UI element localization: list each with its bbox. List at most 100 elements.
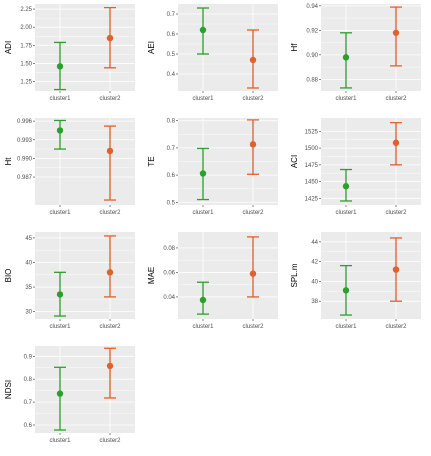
y-tick-label: 0.4 xyxy=(167,72,176,78)
x-tick-label: cluster2 xyxy=(242,210,264,216)
y-tick-label: 30 xyxy=(25,310,32,316)
panel-background xyxy=(321,232,421,319)
mean-point xyxy=(199,170,207,177)
x-tick-label: cluster2 xyxy=(385,324,407,330)
y-axis-label: NDSI xyxy=(4,380,13,399)
y-tick-label: 0.5 xyxy=(167,52,176,58)
mean-point xyxy=(392,139,400,146)
y-axis-label: TE xyxy=(147,156,156,166)
y-axis-label: SPL.m xyxy=(290,263,299,287)
y-tick-label: 1.75 xyxy=(20,43,32,49)
y-tick-label: 0.08 xyxy=(163,246,175,252)
y-axis-label: MAE xyxy=(147,267,156,284)
y-tick-label: 1.50 xyxy=(20,61,32,67)
x-tick-label: cluster2 xyxy=(385,210,407,216)
y-tick-label: 1.25 xyxy=(20,80,32,86)
y-tick-label: 40 xyxy=(311,279,318,285)
y-axis-label: BIO xyxy=(4,269,13,283)
y-axis-label: Ht xyxy=(4,157,13,166)
panel-background xyxy=(35,232,135,319)
chart-panel-6: 1425 1450 1475 1500 1525 cluster1 cluster2 ACI xyxy=(290,118,421,216)
mean-point xyxy=(249,56,257,64)
y-tick-label: 0.90 xyxy=(306,53,318,59)
x-tick-label: cluster2 xyxy=(99,324,121,330)
y-tick-label: 0.987 xyxy=(17,175,33,181)
x-tick-label: cluster1 xyxy=(49,438,71,444)
y-axis-label: Hf xyxy=(290,43,299,52)
mean-point xyxy=(249,141,257,148)
chart-panel-4: 0.987 0.990 0.993 0.996 cluster1 cluster2 Ht xyxy=(4,118,135,216)
mean-point xyxy=(106,34,114,42)
mean-point xyxy=(392,266,400,273)
mean-point xyxy=(106,362,114,370)
y-tick-label: 0.8 xyxy=(24,377,33,383)
y-tick-label: 0.7 xyxy=(167,146,176,152)
y-tick-label: 0.94 xyxy=(306,4,318,10)
y-tick-label: 0.7 xyxy=(167,12,176,18)
x-tick-label: cluster1 xyxy=(192,210,214,216)
mean-point xyxy=(342,287,350,294)
y-tick-label: 0.990 xyxy=(17,156,33,162)
y-tick-label: 1450 xyxy=(305,180,319,186)
chart-panel-7: 30 35 40 45 cluster1 cluster2 BIO xyxy=(4,232,135,330)
y-tick-label: 0.8 xyxy=(167,119,176,125)
y-tick-label: 0.996 xyxy=(17,119,33,125)
mean-point xyxy=(56,390,64,397)
mean-point xyxy=(249,270,257,277)
panel-background xyxy=(35,346,135,433)
chart-panel-5: 0.5 0.6 0.7 0.8 cluster1 cluster2 TE xyxy=(147,118,278,216)
x-tick-label: cluster1 xyxy=(335,210,357,216)
mean-point xyxy=(106,147,114,155)
y-tick-label: 42 xyxy=(311,260,318,266)
y-tick-label: 38 xyxy=(311,299,318,305)
panel-background xyxy=(178,4,278,91)
mean-point xyxy=(392,29,400,36)
x-tick-label: cluster1 xyxy=(192,96,214,102)
x-tick-label: cluster1 xyxy=(49,210,71,216)
y-tick-label: 0.06 xyxy=(163,270,175,276)
chart-panel-1: 1.25 1.50 1.75 2.00 2.25 cluster1 cluster2 ADI xyxy=(4,4,135,102)
y-tick-label: 1525 xyxy=(305,129,319,135)
panel-background xyxy=(321,118,421,205)
mean-point xyxy=(56,127,64,134)
x-tick-label: cluster2 xyxy=(99,96,121,102)
mean-point xyxy=(199,26,207,34)
chart-panel-3: 0.88 0.90 0.92 0.94 cluster1 cluster2 Hf xyxy=(290,4,421,102)
y-tick-label: 2.00 xyxy=(20,25,32,31)
chart-panel-9: 38 40 42 44 cluster1 cluster2 SPL.m xyxy=(290,232,421,330)
y-tick-label: 0.6 xyxy=(24,423,33,429)
x-tick-label: cluster2 xyxy=(99,210,121,216)
x-tick-label: cluster2 xyxy=(385,96,407,102)
mean-point xyxy=(56,291,64,298)
x-tick-label: cluster1 xyxy=(335,324,357,330)
y-tick-label: 35 xyxy=(25,285,32,291)
y-tick-label: 0.9 xyxy=(24,354,33,360)
x-tick-label: cluster1 xyxy=(192,324,214,330)
chart-panel-10: 0.6 0.7 0.8 0.9 cluster1 cluster2 NDSI xyxy=(4,346,135,444)
x-tick-label: cluster2 xyxy=(242,96,264,102)
panel-background xyxy=(321,4,421,91)
y-axis-label: AEI xyxy=(147,41,156,54)
y-tick-label: 45 xyxy=(25,236,32,242)
x-tick-label: cluster2 xyxy=(99,438,121,444)
panel-background xyxy=(35,4,135,91)
panel-background xyxy=(35,118,135,205)
mean-point xyxy=(342,54,350,61)
x-tick-label: cluster1 xyxy=(335,96,357,102)
mean-point xyxy=(342,183,350,190)
x-tick-label: cluster1 xyxy=(49,96,71,102)
y-tick-label: 0.92 xyxy=(306,28,318,34)
x-tick-label: cluster2 xyxy=(242,324,264,330)
mean-point xyxy=(56,63,64,70)
y-tick-label: 0.04 xyxy=(163,295,175,301)
y-axis-label: ADI xyxy=(4,41,13,54)
y-tick-label: 0.5 xyxy=(167,200,176,206)
chart-panel-2: 0.4 0.5 0.6 0.7 cluster1 cluster2 AEI xyxy=(147,4,278,102)
panel-background xyxy=(178,232,278,319)
y-tick-label: 0.7 xyxy=(24,400,33,406)
y-tick-label: 1425 xyxy=(305,196,319,202)
y-tick-label: 0.88 xyxy=(306,77,318,83)
y-tick-label: 1500 xyxy=(305,146,319,152)
y-tick-label: 0.6 xyxy=(167,32,176,38)
